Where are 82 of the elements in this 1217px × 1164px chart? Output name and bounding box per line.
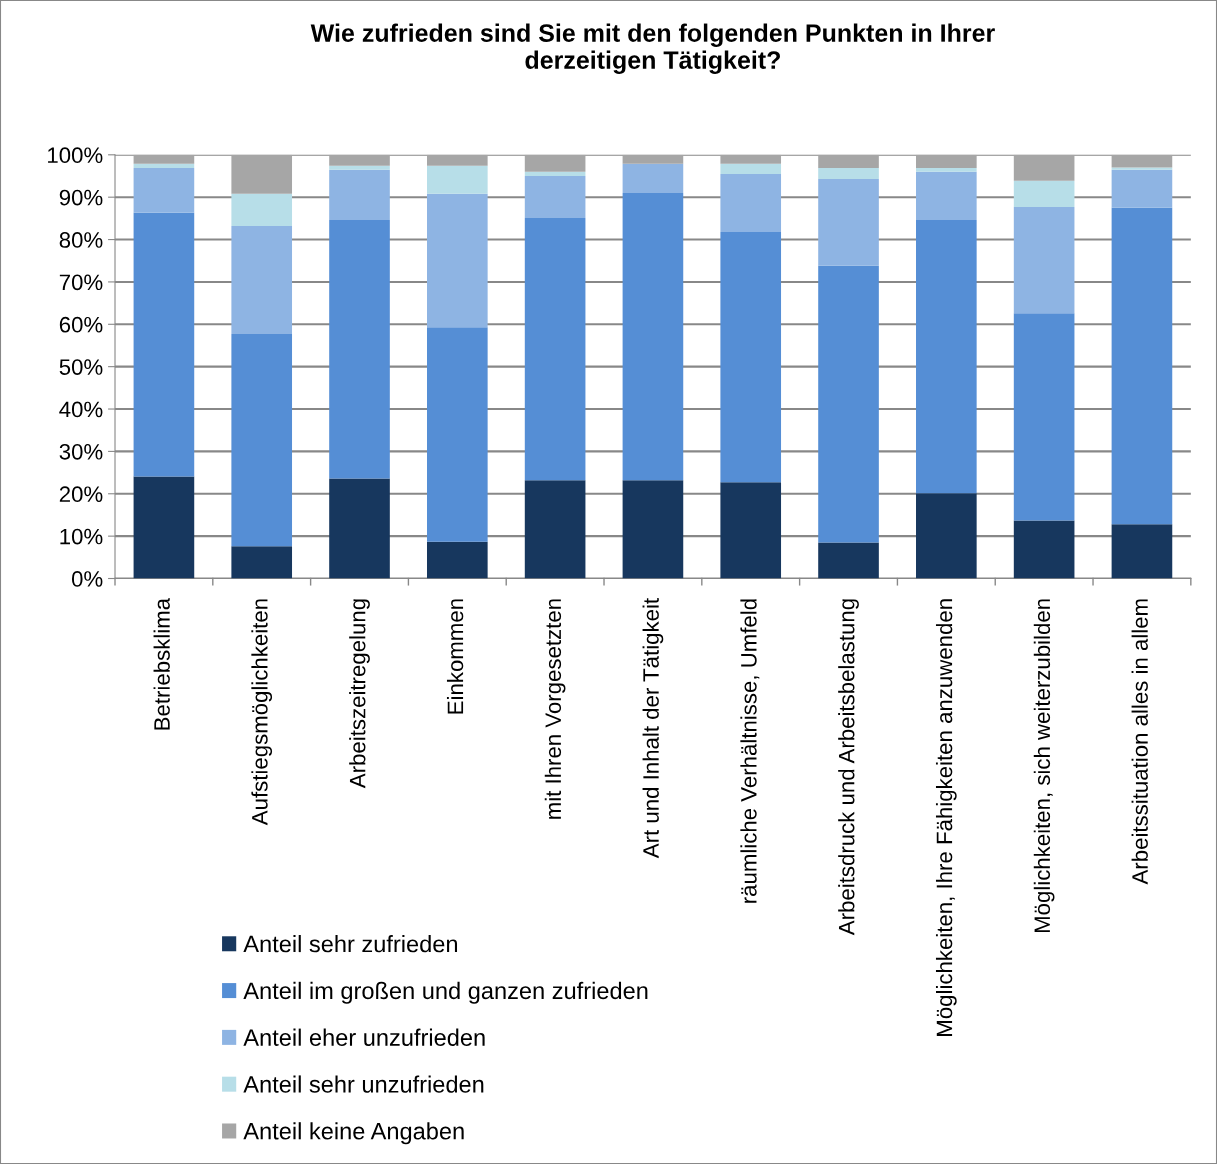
bar <box>524 171 586 176</box>
y-tick-label: 0% <box>71 571 103 587</box>
bar <box>720 231 782 483</box>
x-tick-label: Arbeitszeitregelung <box>349 599 370 789</box>
y-tick-label: 40% <box>59 401 103 418</box>
x-tick-label: Art und Inhalt der Tätigkeit <box>642 598 664 859</box>
y-tick-label: 70% <box>59 274 103 291</box>
y-tick-label: 30% <box>59 443 103 460</box>
bar <box>916 171 977 221</box>
x-tick-label: Aufstiegsmöglichkeiten <box>251 599 273 826</box>
chart-title: Wie zufrieden sind Sie mit den folgenden Punkten in Ihrer derzeitigen Tätigkeit? <box>310 23 995 74</box>
bar <box>231 225 293 335</box>
bar <box>1013 520 1075 579</box>
bar <box>818 167 879 179</box>
y-tick-label: 90% <box>59 189 103 206</box>
bar <box>427 165 488 194</box>
bar <box>133 212 195 477</box>
y-tick-label: 80% <box>59 232 103 248</box>
bar <box>133 163 195 168</box>
bar <box>622 192 684 481</box>
bar <box>329 165 390 170</box>
x-tick-label: Betriebsklima <box>153 597 170 730</box>
legend-label: Anteil sehr zufrieden <box>243 934 458 953</box>
bar <box>720 482 782 579</box>
bar <box>622 163 684 193</box>
bar <box>720 163 782 174</box>
bar <box>231 154 293 194</box>
bar <box>524 480 586 579</box>
bar <box>329 154 390 166</box>
bar <box>720 154 782 164</box>
x-tick-label: mit Ihren Vorgesetzten <box>544 599 566 819</box>
bar <box>720 173 782 232</box>
x-tick-label: Einkommen <box>446 599 464 714</box>
bar <box>231 193 293 226</box>
y-tick-label: 20% <box>59 486 103 503</box>
bar <box>622 154 684 164</box>
x-tick-label: Arbeitssituation alles in allem <box>1131 599 1148 885</box>
bar <box>1013 313 1075 521</box>
legend-label: Anteil sehr unzufrieden <box>243 1075 484 1093</box>
bar <box>524 217 586 481</box>
bar <box>329 478 390 579</box>
bar <box>818 265 879 543</box>
bar <box>1111 169 1173 208</box>
bar <box>916 493 977 579</box>
bar <box>818 154 879 168</box>
bar <box>524 154 586 172</box>
bar <box>231 546 293 579</box>
legend-label: Anteil eher unzufrieden <box>243 1028 485 1046</box>
y-tick-label: 10% <box>60 528 103 545</box>
bar <box>818 178 879 266</box>
bar <box>427 193 488 328</box>
bar <box>133 476 195 579</box>
bar <box>524 176 586 218</box>
y-tick-label: 60% <box>59 316 103 333</box>
bar <box>329 220 390 479</box>
bar <box>916 167 977 172</box>
legend-label: Anteil keine Angaben <box>243 1122 464 1145</box>
bar <box>1111 154 1173 168</box>
bar <box>1013 206 1075 314</box>
x-tick-label: Möglichkeiten, Ihre Fähigkeiten anzuwenden <box>935 599 957 1036</box>
y-tick-label: 100% <box>48 147 103 164</box>
bar <box>1013 180 1075 207</box>
x-tick-label: Arbeitsdruck und Arbeitsbelastung <box>838 599 859 936</box>
bar <box>622 480 684 579</box>
bar <box>329 169 390 221</box>
bar <box>133 167 195 213</box>
bar <box>231 334 293 547</box>
bar <box>916 220 977 494</box>
bar <box>1111 524 1173 579</box>
bar <box>133 154 195 164</box>
bar <box>1111 207 1173 525</box>
x-tick-label: räumliche Verhältnisse, Umfeld <box>740 599 760 903</box>
legend-label: Anteil im großen und ganzen zufrieden <box>243 981 648 1004</box>
bar <box>427 154 488 166</box>
bar <box>916 154 977 168</box>
y-tick-label: 50% <box>59 359 103 375</box>
bar <box>427 327 488 542</box>
x-tick-label: Möglichkeiten, sich weiterzubilden <box>1033 599 1055 933</box>
bar <box>1013 154 1075 181</box>
bar <box>818 542 879 579</box>
bar <box>427 541 488 579</box>
bar <box>1111 167 1173 170</box>
